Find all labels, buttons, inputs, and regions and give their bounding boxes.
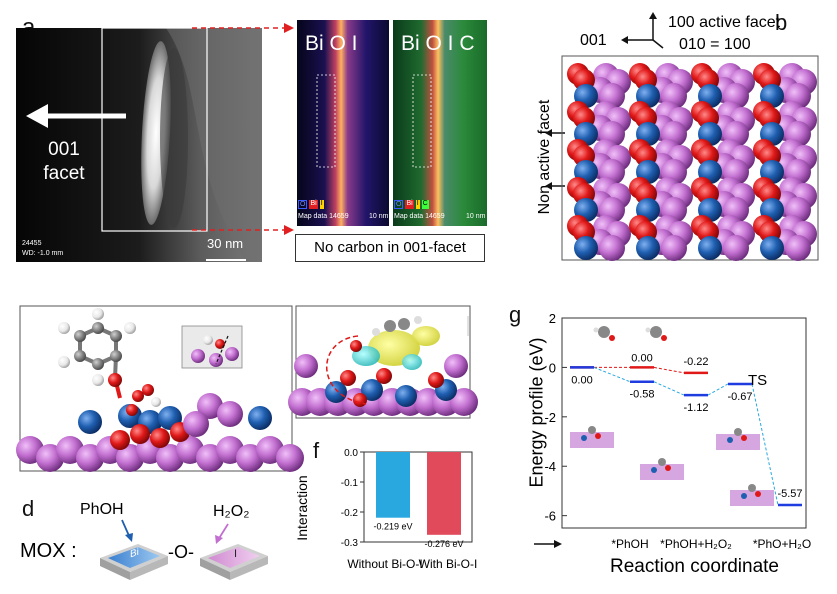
- legend-bi: Bi: [405, 200, 414, 209]
- bi-atom: [723, 235, 749, 261]
- map2-title: Bi O I C: [401, 32, 475, 55]
- g-data-label: -1.12: [683, 402, 708, 414]
- i-atom: [636, 236, 660, 260]
- eds-map-bioi: [297, 20, 389, 226]
- h2o2-label: H₂O₂: [213, 503, 250, 520]
- scale-bar-label: 30 nm: [207, 236, 244, 251]
- no-carbon-caption: No carbon in 001-facet: [295, 234, 485, 262]
- map1-data: Map data 14659: [298, 213, 349, 220]
- g-slab-thumb: [640, 464, 684, 480]
- map2-legend: O Bi I C: [394, 200, 429, 209]
- crystal-structure: [561, 55, 819, 261]
- legend-i: I: [415, 200, 420, 209]
- panel-label-d: d: [22, 496, 35, 521]
- i-atom: [760, 236, 784, 260]
- adsorption-model: [16, 305, 304, 472]
- legend-bi: Bi: [309, 200, 318, 209]
- f-ytick-label: -0.1: [341, 478, 359, 489]
- g-category-label: *PhOH: [611, 537, 648, 551]
- bi-atom: [599, 235, 625, 261]
- interaction-bar-chart: 0.0 -0.1 -0.2 -0.3 -0.219 eV Without Bi-O-I-0…: [341, 448, 478, 571]
- eds-map-bioic: [393, 20, 487, 226]
- panel-label-f: f: [313, 438, 320, 463]
- f-ytick-label: -0.2: [341, 508, 359, 519]
- f-plot-frame: [363, 451, 473, 543]
- f-ytick-label: 0.0: [344, 448, 358, 459]
- g-ytick-label: 0: [549, 360, 556, 375]
- g-connector: [751, 383, 779, 506]
- g-ytick-label: -2: [544, 410, 556, 425]
- axis-100-active: 100 active facet: [668, 14, 781, 31]
- facet-label-line1: 001: [48, 139, 80, 160]
- panel-label-g: g: [509, 302, 522, 327]
- g-ytick-label: -6: [544, 509, 556, 524]
- facet-label-line2: facet: [43, 163, 85, 184]
- g-data-label: 0.00: [571, 374, 592, 386]
- f-ytick-label: -0.3: [341, 538, 359, 549]
- detector-id: 24455: [22, 240, 42, 247]
- legend-c: C: [421, 200, 429, 209]
- g-data-label: -5.57: [777, 488, 802, 500]
- g-slab-thumb: [716, 434, 760, 450]
- g-data-label: -0.22: [683, 356, 708, 368]
- energy-profile-chart: 2 0 -2 -4 -6 0.00 0.00 -0.22 -0.58 -1.12 -0.67 -5.5…: [534, 311, 811, 551]
- legend-o: O: [298, 200, 308, 209]
- mox-schematic: [100, 519, 268, 580]
- g-ytick-label: -4: [544, 459, 556, 474]
- working-distance: WD: -1.0 mm: [22, 250, 64, 257]
- map1-scale: 10 nm: [369, 213, 389, 220]
- bi-atom: [661, 235, 687, 261]
- f-bar: [376, 452, 410, 518]
- g-data-label: -0.67: [727, 391, 752, 403]
- bi-atom: [785, 235, 811, 261]
- g-data-label: 0.00: [631, 352, 652, 364]
- g-ytick-label: 2: [549, 311, 556, 326]
- axis-001: 001: [580, 32, 607, 49]
- tem-image: [16, 27, 262, 262]
- linker-label: -O-: [168, 542, 194, 562]
- g-slab-thumb: [570, 432, 614, 448]
- facet-arrows: [545, 129, 565, 190]
- g-connector: [707, 383, 729, 396]
- i-tile-label: I: [234, 547, 238, 561]
- phoh-label: PhOH: [80, 501, 124, 518]
- g-connector: [653, 381, 685, 396]
- f-category-label: With Bi-O-I: [419, 557, 478, 571]
- f-ylabel: Interaction: [294, 475, 310, 541]
- facet-label: 001 facet: [40, 138, 88, 186]
- g-connector: [593, 366, 631, 383]
- charge-density-model: [288, 305, 478, 419]
- map1-title: Bi O I: [305, 32, 358, 55]
- f-bar: [427, 452, 461, 535]
- g-slab-thumb: [730, 490, 774, 506]
- g-plot-frame: [561, 317, 807, 529]
- g-xarrow-head: [554, 540, 562, 548]
- map2-scale: 10 nm: [466, 213, 486, 220]
- f-data-label: -0.219 eV: [373, 522, 412, 532]
- legend-i: I: [319, 200, 324, 209]
- f-data-label: -0.276 eV: [424, 539, 463, 549]
- panel-label-b: b: [775, 10, 788, 35]
- zoom-arrows: [192, 23, 294, 235]
- g-connector: [653, 366, 685, 374]
- axis-010-equal: 010 = 100: [679, 36, 751, 53]
- axis-indicator: [621, 12, 664, 49]
- map1-legend: O Bi I: [298, 200, 324, 209]
- mox-label: MOX :: [20, 540, 77, 562]
- map2-data: Map data 14659: [394, 213, 445, 220]
- g-category-label: *PhO+H₂O: [753, 537, 811, 551]
- selection-box: [101, 27, 208, 232]
- ts-label: TS: [748, 372, 768, 389]
- f-category-label: Without Bi-O-I: [347, 557, 422, 571]
- legend-o: O: [394, 200, 404, 209]
- g-data-label: -0.58: [629, 389, 654, 401]
- g-category-label: *PhOH+H₂O₂: [660, 537, 732, 551]
- g-xlabel: Reaction coordinate: [610, 556, 779, 577]
- i-atom: [698, 236, 722, 260]
- i-atom: [574, 236, 598, 260]
